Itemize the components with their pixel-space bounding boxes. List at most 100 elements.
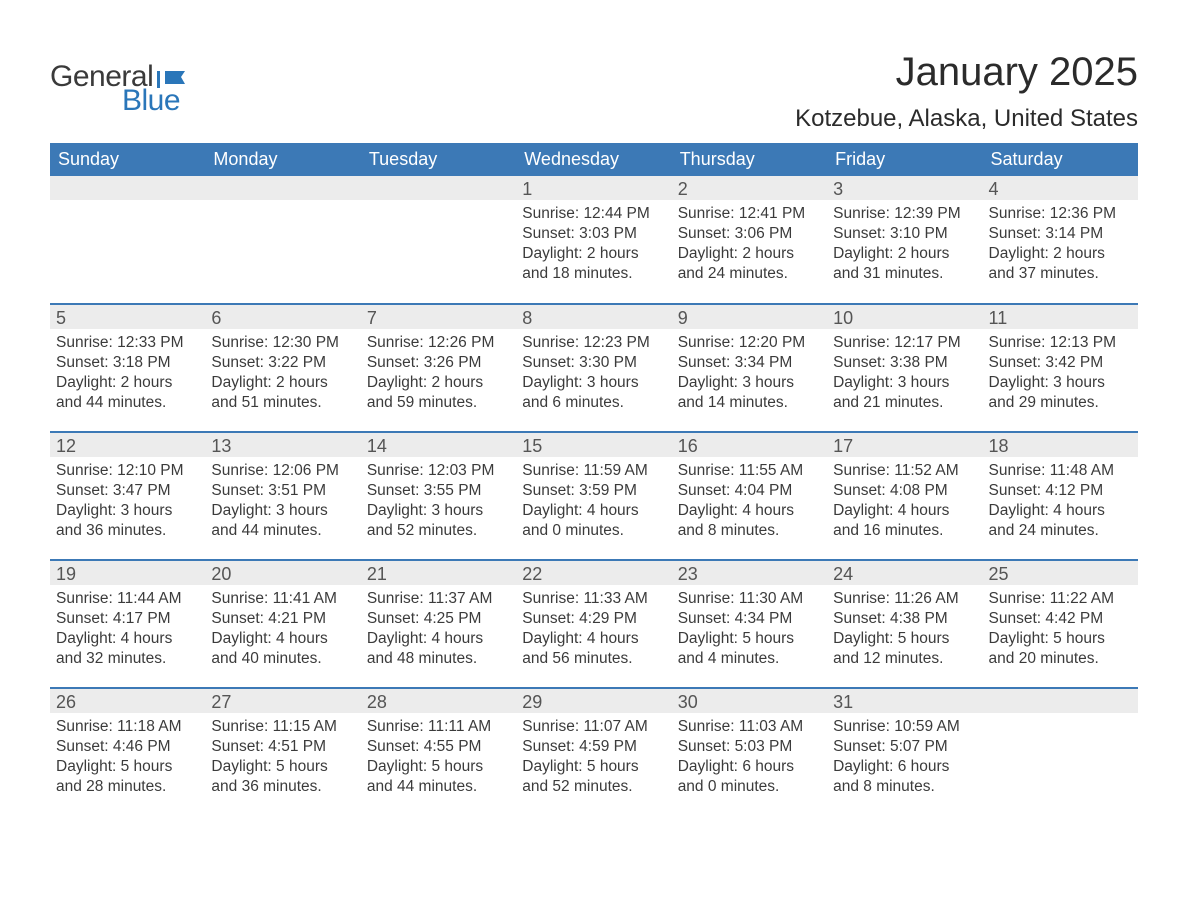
sunrise-value: 11:52 AM bbox=[894, 462, 958, 479]
page-header: General Blue January 2025 Kotzebue, Alas… bbox=[50, 50, 1138, 133]
sunrise-value: 11:59 AM bbox=[583, 462, 647, 479]
day-number: 19 bbox=[50, 561, 205, 585]
sunrise-label: Sunrise: bbox=[678, 205, 739, 222]
sunrise-label: Sunrise: bbox=[989, 462, 1050, 479]
sunrise-value: 12:33 PM bbox=[117, 334, 183, 351]
day-number: 15 bbox=[516, 433, 671, 457]
sunrise-line: Sunrise: 12:33 PM bbox=[56, 333, 199, 353]
sunrise-line: Sunrise: 11:15 AM bbox=[211, 717, 354, 737]
day-body: Sunrise: 12:23 PMSunset: 3:30 PMDaylight… bbox=[516, 329, 671, 419]
sunrise-label: Sunrise: bbox=[989, 590, 1050, 607]
sunrise-value: 12:23 PM bbox=[583, 334, 649, 351]
day-number: 1 bbox=[516, 176, 671, 200]
day-number: 14 bbox=[361, 433, 516, 457]
sunset-line: Sunset: 4:21 PM bbox=[211, 609, 354, 629]
sunrise-value: 11:07 AM bbox=[583, 718, 647, 735]
sunrise-label: Sunrise: bbox=[522, 462, 583, 479]
calendar-week-row: 5Sunrise: 12:33 PMSunset: 3:18 PMDayligh… bbox=[50, 304, 1138, 432]
sunrise-value: 11:03 AM bbox=[739, 718, 803, 735]
sunrise-line: Sunrise: 11:11 AM bbox=[367, 717, 510, 737]
calendar-day-cell: 15 Sunrise: 11:59 AM Sunset: 3:59 PMDaylig… bbox=[516, 432, 671, 560]
sunset-value: 4:59 PM bbox=[579, 738, 637, 755]
day-number: 27 bbox=[205, 689, 360, 713]
sunrise-value: 12:10 PM bbox=[117, 462, 183, 479]
daylight-line: Daylight: 2 hours and 44 minutes. bbox=[56, 373, 199, 413]
daylight-label: Daylight: bbox=[833, 758, 898, 775]
day-number: 25 bbox=[983, 561, 1138, 585]
day-number bbox=[50, 176, 205, 200]
sunrise-label: Sunrise: bbox=[211, 718, 272, 735]
day-body: Sunrise: 12:26 PMSunset: 3:26 PMDaylight… bbox=[361, 329, 516, 419]
day-body bbox=[361, 200, 516, 280]
sunrise-label: Sunrise: bbox=[367, 590, 428, 607]
sunrise-label: Sunrise: bbox=[678, 334, 739, 351]
daylight-label: Daylight: bbox=[989, 374, 1054, 391]
sunset-label: Sunset: bbox=[678, 610, 735, 627]
sunset-label: Sunset: bbox=[522, 738, 579, 755]
day-number bbox=[983, 689, 1138, 713]
daylight-label: Daylight: bbox=[522, 502, 587, 519]
daylight-line: Daylight: 2 hours and 31 minutes. bbox=[833, 244, 976, 284]
sunrise-value: 11:48 AM bbox=[1050, 462, 1114, 479]
sunset-line: Sunset: 3:30 PM bbox=[522, 353, 665, 373]
sunset-value: 4:08 PM bbox=[890, 482, 948, 499]
calendar-day-cell: 18Sunrise: 11:48 AMSunset: 4:12 PMDaylig… bbox=[983, 432, 1138, 560]
sunrise-label: Sunrise: bbox=[989, 205, 1050, 222]
sunset-line: Sunset: 4:59 PM bbox=[522, 737, 665, 757]
sunrise-line: Sunrise: 12:03 PM bbox=[367, 461, 510, 481]
calendar-day-cell: 23Sunrise: 11:30 AMSunset: 4:34 PMDaylig… bbox=[672, 560, 827, 688]
weekday-header: Saturday bbox=[983, 143, 1138, 176]
sunset-line: Sunset: 3:38 PM bbox=[833, 353, 976, 373]
sunset-value: 4:46 PM bbox=[113, 738, 171, 755]
title-block: January 2025 Kotzebue, Alaska, United St… bbox=[795, 50, 1138, 133]
daylight-label: Daylight: bbox=[522, 758, 587, 775]
sunrise-line: Sunrise: 11:07 AM bbox=[522, 717, 665, 737]
calendar-day-cell: 22Sunrise: 11:33 AMSunset: 4:29 PMDaylig… bbox=[516, 560, 671, 688]
daylight-line: Daylight: 6 hours and 8 minutes. bbox=[833, 757, 976, 797]
sunrise-label: Sunrise: bbox=[211, 590, 272, 607]
daylight-line: Daylight: 2 hours and 18 minutes. bbox=[522, 244, 665, 284]
day-number: 23 bbox=[672, 561, 827, 585]
day-body: Sunrise: 11:55 AMSunset: 4:04 PMDaylight… bbox=[672, 457, 827, 547]
day-body: Sunrise: 11:59 AM Sunset: 3:59 PMDaylight… bbox=[516, 457, 671, 547]
calendar-day-cell: 7Sunrise: 12:26 PMSunset: 3:26 PMDayligh… bbox=[361, 304, 516, 432]
sunrise-label: Sunrise: bbox=[367, 718, 428, 735]
daylight-label: Daylight: bbox=[833, 245, 898, 262]
day-body: Sunrise: 11:15 AMSunset: 4:51 PMDaylight… bbox=[205, 713, 360, 803]
sunset-label: Sunset: bbox=[211, 610, 268, 627]
sunset-label: Sunset: bbox=[678, 738, 735, 755]
daylight-label: Daylight: bbox=[211, 758, 276, 775]
daylight-label: Daylight: bbox=[211, 374, 276, 391]
sunset-line: Sunset: 5:03 PM bbox=[678, 737, 821, 757]
sunset-line: Sunset: 4:42 PM bbox=[989, 609, 1132, 629]
daylight-label: Daylight: bbox=[211, 502, 276, 519]
sunrise-value: 11:30 AM bbox=[739, 590, 803, 607]
sunset-line: Sunset: 3:59 PM bbox=[522, 481, 665, 501]
sunrise-label: Sunrise: bbox=[56, 462, 117, 479]
sunrise-value: 12:36 PM bbox=[1050, 205, 1116, 222]
calendar-day-cell: 27Sunrise: 11:15 AMSunset: 4:51 PMDaylig… bbox=[205, 688, 360, 816]
day-number: 8 bbox=[516, 305, 671, 329]
sunset-line: Sunset: 4:55 PM bbox=[367, 737, 510, 757]
daylight-line: Daylight: 3 hours and 29 minutes. bbox=[989, 373, 1132, 413]
sunrise-line: Sunrise: 11:44 AM bbox=[56, 589, 199, 609]
sunrise-value: 12:39 PM bbox=[894, 205, 960, 222]
daylight-line: Daylight: 3 hours and 6 minutes. bbox=[522, 373, 665, 413]
sunset-value: 4:17 PM bbox=[113, 610, 171, 627]
day-body: Sunrise: 11:41 AMSunset: 4:21 PMDaylight… bbox=[205, 585, 360, 675]
calendar-day-cell: 20Sunrise: 11:41 AMSunset: 4:21 PMDaylig… bbox=[205, 560, 360, 688]
calendar-day-cell: 17Sunrise: 11:52 AMSunset: 4:08 PMDaylig… bbox=[827, 432, 982, 560]
sunrise-line: Sunrise: 12:30 PM bbox=[211, 333, 354, 353]
calendar-day-cell: 24Sunrise: 11:26 AMSunset: 4:38 PMDaylig… bbox=[827, 560, 982, 688]
sunset-label: Sunset: bbox=[522, 610, 579, 627]
day-body: Sunrise: 12:33 PMSunset: 3:18 PMDaylight… bbox=[50, 329, 205, 419]
sunset-line: Sunset: 4:08 PM bbox=[833, 481, 976, 501]
sunrise-value: 11:37 AM bbox=[428, 590, 492, 607]
weekday-header: Wednesday bbox=[516, 143, 671, 176]
sunset-label: Sunset: bbox=[211, 482, 268, 499]
sunset-line: Sunset: 4:51 PM bbox=[211, 737, 354, 757]
sunset-line: Sunset: 3:26 PM bbox=[367, 353, 510, 373]
sunrise-value: 11:15 AM bbox=[273, 718, 337, 735]
sunrise-label: Sunrise: bbox=[367, 462, 428, 479]
calendar-day-cell: 3Sunrise: 12:39 PMSunset: 3:10 PMDayligh… bbox=[827, 176, 982, 304]
